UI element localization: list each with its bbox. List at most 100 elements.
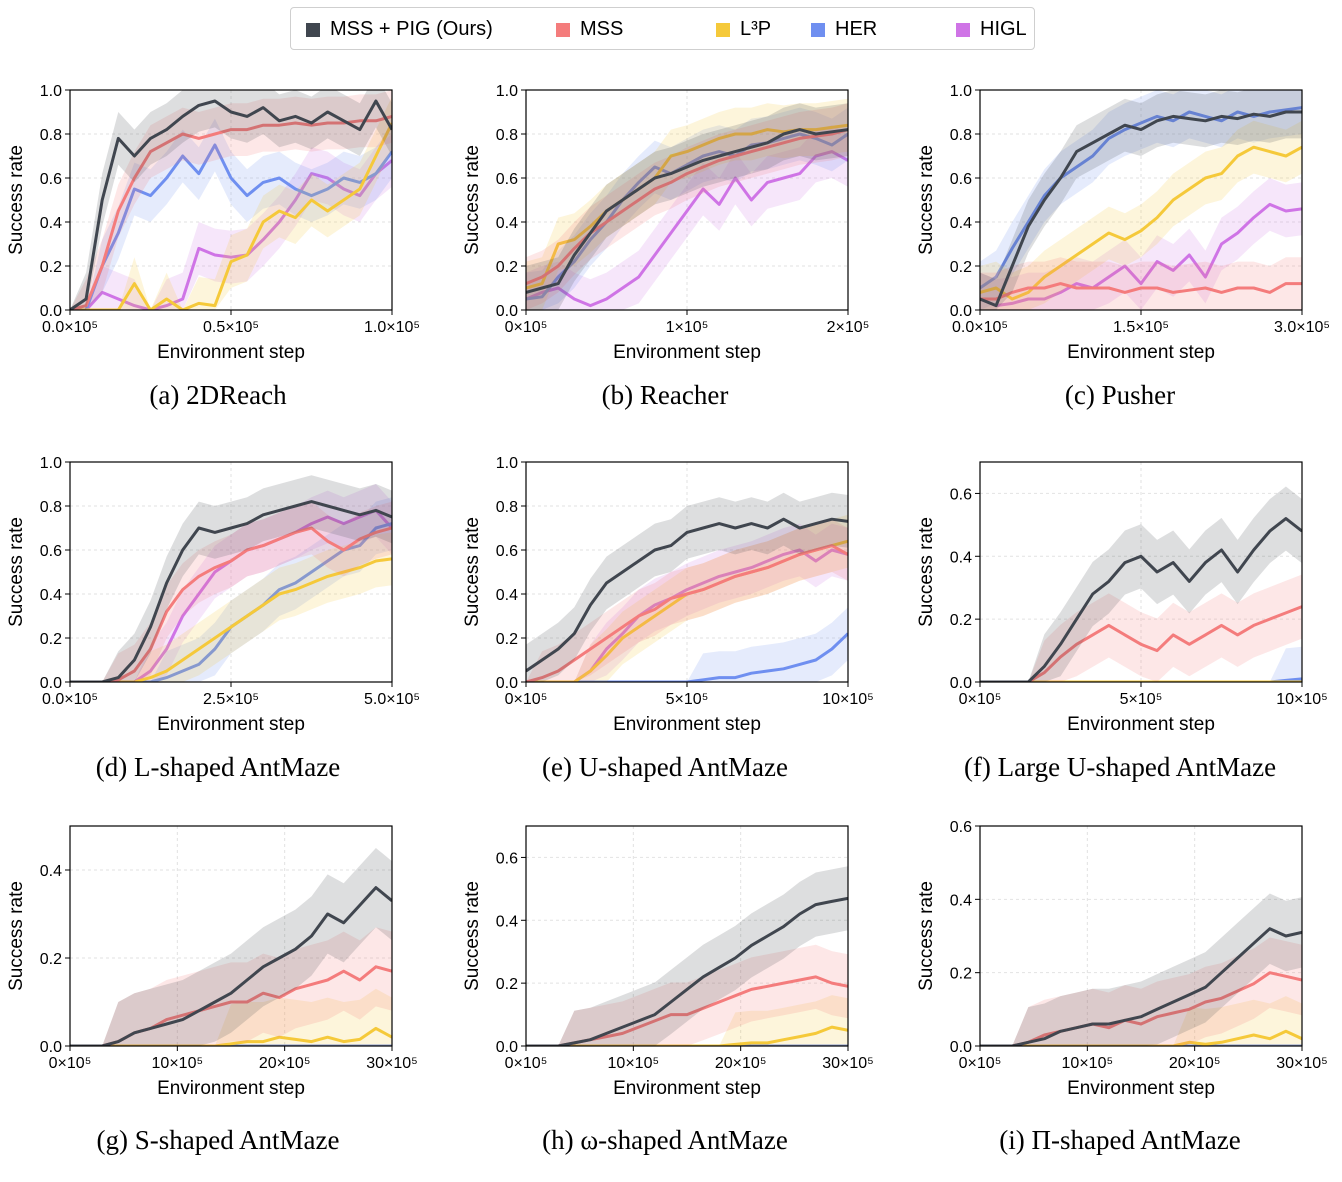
confidence-band <box>526 944 848 1046</box>
y-tick-label: 0.6 <box>40 543 62 560</box>
x-axis-label: Environment step <box>157 714 305 735</box>
x-tick-label: 20×10⁵ <box>715 1055 767 1072</box>
x-tick-label: 0×10⁵ <box>505 319 548 336</box>
series-group <box>526 492 848 682</box>
legend-swatch <box>956 22 970 37</box>
x-tick-label: 0×10⁵ <box>505 1055 548 1072</box>
x-tick-label: 1.5×10⁵ <box>1113 319 1169 336</box>
series-line <box>526 517 848 673</box>
y-tick-label: 0.4 <box>950 892 972 909</box>
subplot-caption: (a) 2DReach <box>149 380 287 410</box>
y-tick-label: 1.0 <box>40 83 62 100</box>
y-tick-label: 0.0 <box>496 1039 518 1056</box>
legend-swatch <box>811 22 825 37</box>
x-tick-label: 0×10⁵ <box>49 1055 92 1072</box>
y-tick-label: 0.2 <box>496 631 518 648</box>
series-line <box>980 282 1302 301</box>
series-line <box>526 896 848 1046</box>
subplot-caption: (f) Large U-shaped AntMaze <box>963 752 1277 782</box>
y-tick-label: 0.6 <box>496 850 518 867</box>
series-line <box>70 526 392 682</box>
confidence-band <box>526 523 848 682</box>
subplot-caption: (g) S-shaped AntMaze <box>96 1125 340 1155</box>
x-tick-label: 0.0×10⁵ <box>952 319 1008 336</box>
confidence-band <box>70 96 392 310</box>
series-line <box>526 132 848 301</box>
subplot: 0.0 0.2 0.4 0×10⁵ 10×10⁵ 20×10⁵ 30×10⁵ Environm… <box>6 825 418 1099</box>
legend: MSS + PIG (Ours) MSS L³P HER HIGL <box>290 7 1035 50</box>
x-tick-label: 0.0×10⁵ <box>42 319 98 336</box>
series-line <box>980 202 1302 308</box>
x-tick-label: 10×10⁵ <box>1276 691 1328 708</box>
series-group <box>70 90 392 310</box>
confidence-band <box>980 486 1302 682</box>
confidence-band <box>70 134 392 310</box>
subplot: 0.0 0.2 0.4 0.6 0×10⁵ 10×10⁵ 20×10⁵ 30×10⁵ Envir… <box>462 825 874 1099</box>
y-axis-label: Success rate <box>916 145 937 255</box>
y-tick-label: 0.2 <box>950 612 972 629</box>
series-group <box>980 893 1302 1046</box>
confidence-band <box>70 501 392 682</box>
y-tick-label: 0.2 <box>950 966 972 983</box>
series-line <box>526 1025 848 1046</box>
y-tick-label: 0.2 <box>950 259 972 276</box>
x-tick-label: 30×10⁵ <box>366 1055 418 1072</box>
y-tick-label: 0.4 <box>950 549 972 566</box>
series-line <box>70 500 392 682</box>
subplot-caption: (i) Π-shaped AntMaze <box>999 1125 1241 1155</box>
y-tick-label: 0.0 <box>496 675 518 692</box>
confidence-band <box>526 103 848 310</box>
y-tick-label: 0.6 <box>950 486 972 503</box>
confidence-band <box>526 492 848 682</box>
y-tick-label: 1.0 <box>950 83 972 100</box>
subplot: 0.0 0.2 0.4 0.6 0×10⁵ 10×10⁵ 20×10⁵ 30×10⁵ Envir… <box>916 819 1328 1099</box>
confidence-band <box>70 532 392 682</box>
subplot: 0.0 0.2 0.4 0.6 0.8 1.0 0×10⁵ 1×10⁵ 2×10⁵ Environ… <box>462 83 869 363</box>
y-tick-label: 0.2 <box>496 976 518 993</box>
subplot: 0.0 0.2 0.4 0.6 0.8 1.0 0.0×10⁵ 1.5×10⁵ 3.0×10⁵ E… <box>916 83 1330 363</box>
x-axis-label: Environment step <box>1067 1078 1215 1099</box>
x-tick-label: 10×10⁵ <box>822 691 874 708</box>
legend-label: HER <box>835 18 878 40</box>
series-line <box>70 886 392 1046</box>
x-tick-label: 2.5×10⁵ <box>203 691 259 708</box>
legend-item: HER <box>811 8 877 51</box>
y-axis-label: Success rate <box>6 145 27 255</box>
y-tick-label: 0.2 <box>40 259 62 276</box>
axes-frame <box>979 825 1303 1047</box>
x-tick-label: 30×10⁵ <box>822 1055 874 1072</box>
subplot: 0.0 0.2 0.4 0.6 0.8 1.0 0×10⁵ 5×10⁵ 10×10⁵ Enviro… <box>462 455 874 735</box>
y-tick-label: 0.6 <box>950 819 972 836</box>
y-axis-label: Success rate <box>916 517 937 627</box>
x-tick-label: 10×10⁵ <box>152 1055 204 1072</box>
axes-frame <box>525 825 849 1047</box>
legend-label: HIGL <box>980 18 1027 40</box>
series-line <box>70 1026 392 1046</box>
x-tick-label: 3.0×10⁵ <box>1274 319 1330 336</box>
subplot-caption: (c) Pusher <box>1064 380 1176 410</box>
y-tick-label: 0.0 <box>40 675 62 692</box>
confidence-band <box>526 103 848 310</box>
series-line <box>526 632 848 682</box>
axes-frame <box>69 825 393 1047</box>
legend-item: HIGL <box>956 8 1027 51</box>
series-group <box>526 98 848 310</box>
legend-label: L³P <box>740 18 772 40</box>
series-group <box>526 866 848 1046</box>
series-group <box>980 486 1302 682</box>
x-axis-label: Environment step <box>1067 342 1215 363</box>
y-tick-label: 0.2 <box>496 259 518 276</box>
y-tick-label: 0.0 <box>40 303 62 320</box>
series-line <box>526 150 848 308</box>
y-tick-label: 1.0 <box>496 83 518 100</box>
x-tick-label: 0×10⁵ <box>505 691 548 708</box>
y-tick-label: 0.6 <box>950 171 972 188</box>
y-tick-label: 0.2 <box>40 951 62 968</box>
series-group <box>70 848 392 1046</box>
confidence-band <box>526 607 848 682</box>
y-tick-label: 0.6 <box>496 543 518 560</box>
legend-label: MSS + PIG (Ours) <box>330 18 493 40</box>
y-tick-label: 1.0 <box>496 455 518 472</box>
confidence-band <box>980 937 1302 1046</box>
